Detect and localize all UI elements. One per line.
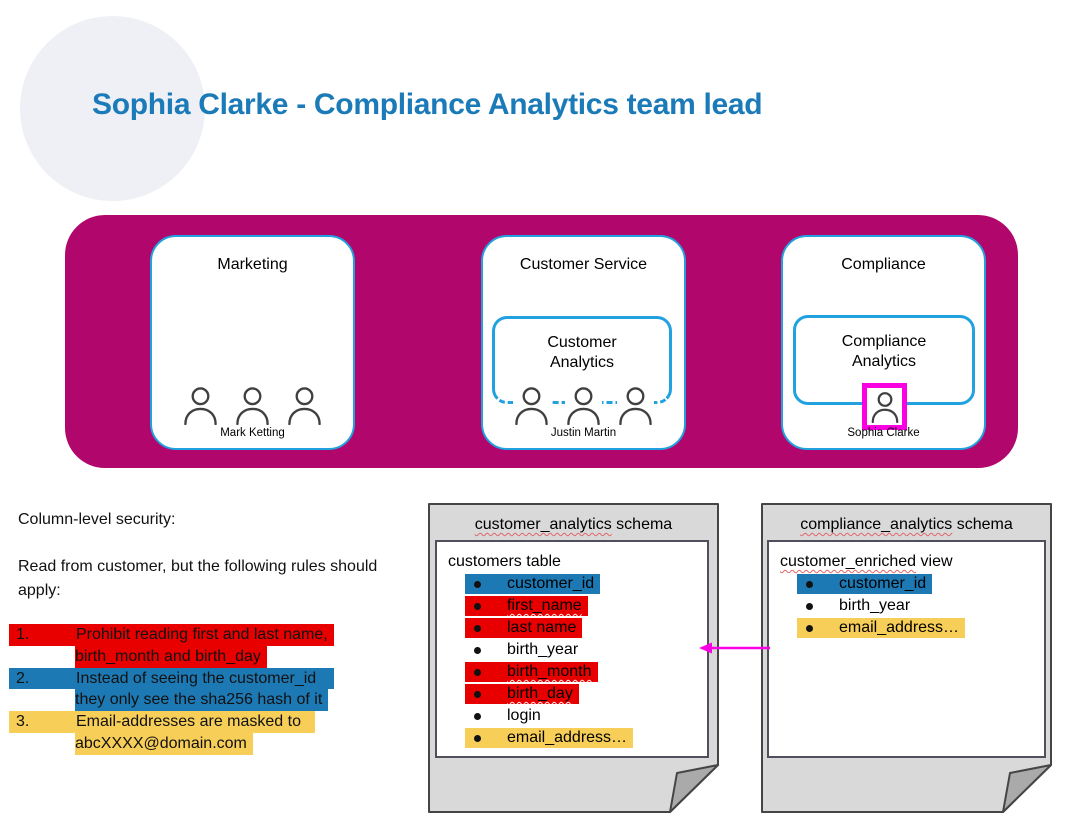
dept-box-customer-service: Customer Service Customer Analytics Just… bbox=[481, 235, 686, 450]
person-icon bbox=[617, 386, 654, 425]
schema-title: customer_analytics schema bbox=[474, 516, 673, 533]
security-heading: Column-level security: bbox=[18, 511, 176, 528]
bullet-dot bbox=[474, 690, 481, 698]
team-label: Compliance Analytics bbox=[841, 333, 927, 370]
column-row: email_address… bbox=[437, 728, 707, 750]
dept-title: Marketing bbox=[217, 256, 288, 273]
member-icons-row bbox=[152, 386, 353, 425]
dept-box-marketing: Marketing Mark Ketting bbox=[150, 235, 355, 450]
bullet-dot bbox=[474, 712, 481, 720]
member-icons-row bbox=[483, 386, 684, 425]
column-list: customer_id first_name last name birth_y… bbox=[437, 574, 707, 750]
column-row: first_name bbox=[437, 596, 707, 618]
person-icon bbox=[513, 386, 550, 425]
column-row: customer_id bbox=[769, 574, 1044, 596]
rule-item-3: 3. Email-addresses are masked to abcXXXX@… bbox=[9, 711, 409, 755]
table-name: customers table bbox=[448, 553, 561, 570]
schema-view-box: customer_enriched view customer_id birth… bbox=[767, 540, 1046, 758]
bullet-dot bbox=[474, 668, 481, 676]
highlight-frame bbox=[862, 383, 907, 430]
bullet-dot bbox=[806, 580, 813, 588]
bullet-dot bbox=[806, 624, 813, 632]
column-list: customer_id birth_year email_address… bbox=[769, 574, 1044, 640]
arrowhead-left bbox=[699, 642, 712, 654]
team-label: Customer Analytics bbox=[547, 334, 617, 371]
bullet-dot bbox=[474, 580, 481, 588]
column-row: birth_year bbox=[437, 640, 707, 662]
avatar-placeholder-circle bbox=[20, 16, 205, 201]
rule-number: 2. bbox=[16, 669, 30, 687]
person-icon bbox=[565, 386, 602, 425]
person-icon bbox=[182, 386, 219, 425]
rule-text: Instead of seeing the customer_id bbox=[76, 669, 317, 687]
bullet-dot bbox=[474, 602, 481, 610]
person-icon bbox=[869, 390, 900, 423]
column-row: customer_id bbox=[437, 574, 707, 596]
team-lead-name: Sophia Clarke bbox=[847, 427, 920, 439]
rule-text: Email-addresses are masked to bbox=[76, 713, 301, 731]
note-customer-analytics-schema: customer_analytics schema customers tabl… bbox=[428, 503, 719, 813]
team-lead-name: Justin Martin bbox=[550, 427, 617, 439]
column-row: email_address… bbox=[769, 618, 1044, 640]
bullet-dot bbox=[474, 624, 481, 632]
dept-box-compliance: Compliance Compliance Analytics Sophia C… bbox=[781, 235, 986, 450]
person-icon bbox=[286, 386, 323, 425]
column-row: birth_year bbox=[769, 596, 1044, 618]
column-row: birth_day bbox=[437, 684, 707, 706]
view-name: customer_enriched view bbox=[780, 553, 953, 570]
dept-title: Customer Service bbox=[519, 256, 648, 273]
schema-table-box: customers table customer_id first_name l… bbox=[435, 540, 709, 758]
rule-text: abcXXXX@domain.com bbox=[75, 732, 253, 755]
rule-number: 3. bbox=[16, 713, 30, 731]
rule-text: they only see the sha256 hash of it bbox=[75, 689, 329, 712]
note-compliance-analytics-schema: compliance_analytics schema customer_enr… bbox=[761, 503, 1052, 813]
schema-title: compliance_analytics schema bbox=[800, 516, 1013, 533]
rule-number: 1. bbox=[16, 626, 30, 643]
security-intro: Read from customer, but the following ru… bbox=[18, 558, 378, 599]
rule-item-1: 1. Prohibit reading first and last name, … bbox=[9, 624, 409, 668]
bullet-dot bbox=[474, 646, 481, 654]
rule-text: birth_month and birth_day bbox=[75, 645, 267, 668]
note-fold-corner bbox=[1002, 764, 1052, 813]
column-row: last name bbox=[437, 618, 707, 640]
rule-item-2: 2. Instead of seeing the customer_id they… bbox=[9, 667, 409, 712]
dept-title: Compliance bbox=[841, 256, 926, 273]
security-rules-list: 1. Prohibit reading first and last name, … bbox=[9, 624, 409, 755]
schema-connector-arrow bbox=[699, 642, 770, 654]
column-row: birth_month bbox=[437, 662, 707, 684]
rule-text: Prohibit reading first and last name, bbox=[76, 626, 328, 643]
person-icon bbox=[234, 386, 271, 425]
bullet-dot bbox=[806, 602, 813, 610]
bullet-dot bbox=[474, 734, 481, 742]
note-fold-corner bbox=[669, 764, 719, 813]
column-row: login bbox=[437, 706, 707, 728]
team-lead-name: Mark Ketting bbox=[220, 427, 285, 439]
page-title: Sophia Clarke - Compliance Analytics tea… bbox=[92, 88, 763, 121]
